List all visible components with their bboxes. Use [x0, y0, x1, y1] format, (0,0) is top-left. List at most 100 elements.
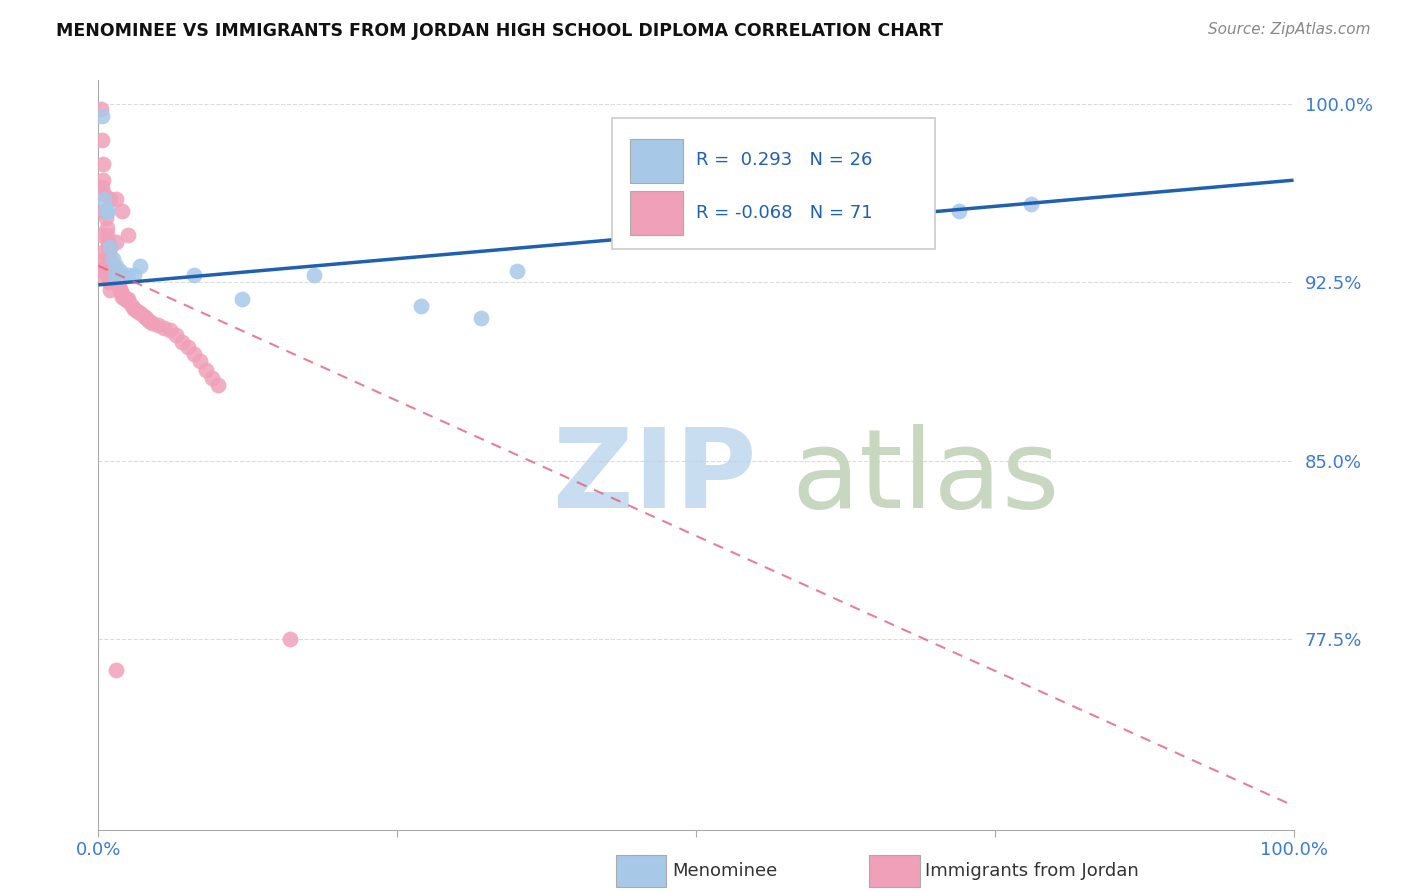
Point — [98, 283, 122, 297]
Point — [948, 204, 970, 219]
Point — [91, 173, 114, 187]
Point — [141, 316, 163, 330]
Point — [105, 268, 128, 283]
Text: ZIP: ZIP — [553, 424, 756, 531]
Point — [98, 244, 121, 259]
Point — [138, 313, 160, 327]
Point — [105, 259, 128, 273]
FancyBboxPatch shape — [630, 191, 683, 235]
Point — [135, 311, 157, 326]
Point — [98, 276, 121, 290]
FancyBboxPatch shape — [630, 139, 683, 183]
Point — [101, 252, 124, 266]
Point — [1019, 197, 1042, 211]
Point — [105, 192, 128, 206]
Point — [207, 377, 229, 392]
Point — [121, 299, 143, 313]
Point — [177, 340, 200, 354]
Point — [91, 180, 114, 194]
Point — [195, 363, 218, 377]
Point — [900, 204, 922, 219]
Point — [153, 320, 176, 334]
Point — [91, 109, 114, 123]
Point — [93, 187, 115, 202]
Point — [98, 252, 122, 266]
Point — [411, 299, 433, 313]
Point — [745, 211, 768, 226]
Point — [97, 240, 120, 254]
Point — [104, 268, 127, 283]
Point — [107, 277, 129, 292]
Point — [94, 204, 117, 219]
Point — [129, 259, 152, 273]
Point — [685, 173, 707, 187]
Point — [93, 192, 115, 206]
Point — [103, 268, 125, 283]
Point — [108, 263, 131, 277]
Point — [804, 187, 827, 202]
Point — [96, 227, 118, 242]
Point — [159, 323, 181, 337]
Text: MENOMINEE VS IMMIGRANTS FROM JORDAN HIGH SCHOOL DIPLOMA CORRELATION CHART: MENOMINEE VS IMMIGRANTS FROM JORDAN HIGH… — [56, 22, 943, 40]
Point — [91, 156, 114, 170]
Point — [101, 259, 124, 273]
Point — [111, 204, 134, 219]
Point — [91, 244, 114, 259]
Point — [93, 263, 115, 277]
Point — [105, 235, 128, 249]
Text: Immigrants from Jordan: Immigrants from Jordan — [925, 862, 1139, 880]
Point — [470, 311, 492, 326]
Point — [148, 318, 170, 333]
Point — [105, 663, 128, 677]
Point — [132, 309, 155, 323]
Point — [94, 259, 117, 273]
Point — [188, 354, 211, 368]
Text: atlas: atlas — [792, 424, 1060, 531]
Point — [91, 268, 114, 283]
Point — [91, 227, 114, 242]
Point — [125, 304, 148, 318]
Point — [97, 235, 120, 249]
Point — [94, 211, 117, 226]
Point — [114, 292, 136, 306]
Point — [183, 268, 205, 283]
Point — [96, 263, 118, 277]
Point — [101, 268, 124, 283]
Point — [129, 306, 152, 320]
Point — [107, 276, 129, 290]
Point — [111, 290, 134, 304]
Point — [93, 252, 115, 266]
Point — [94, 259, 117, 273]
Text: Menominee: Menominee — [672, 862, 778, 880]
Text: R = -0.068   N = 71: R = -0.068 N = 71 — [696, 204, 873, 222]
Point — [278, 632, 301, 647]
Point — [98, 240, 122, 254]
Point — [117, 268, 139, 283]
Point — [231, 292, 253, 306]
Point — [124, 301, 146, 316]
Point — [124, 268, 146, 283]
Point — [97, 268, 120, 283]
Point — [117, 292, 139, 306]
Point — [108, 283, 131, 297]
Point — [104, 268, 127, 283]
Point — [302, 268, 325, 283]
Point — [97, 252, 120, 266]
Point — [98, 240, 122, 254]
Point — [105, 276, 128, 290]
Point — [98, 192, 122, 206]
Text: Source: ZipAtlas.com: Source: ZipAtlas.com — [1208, 22, 1371, 37]
Point — [110, 285, 132, 299]
Point — [98, 256, 122, 270]
Point — [91, 133, 114, 147]
Text: R =  0.293   N = 26: R = 0.293 N = 26 — [696, 152, 872, 169]
Point — [117, 227, 139, 242]
Point — [90, 102, 112, 116]
Point — [183, 347, 205, 361]
Point — [506, 263, 529, 277]
Point — [111, 268, 134, 283]
FancyBboxPatch shape — [613, 118, 935, 249]
Point — [172, 334, 194, 349]
Point — [117, 294, 139, 309]
Point — [201, 370, 224, 384]
